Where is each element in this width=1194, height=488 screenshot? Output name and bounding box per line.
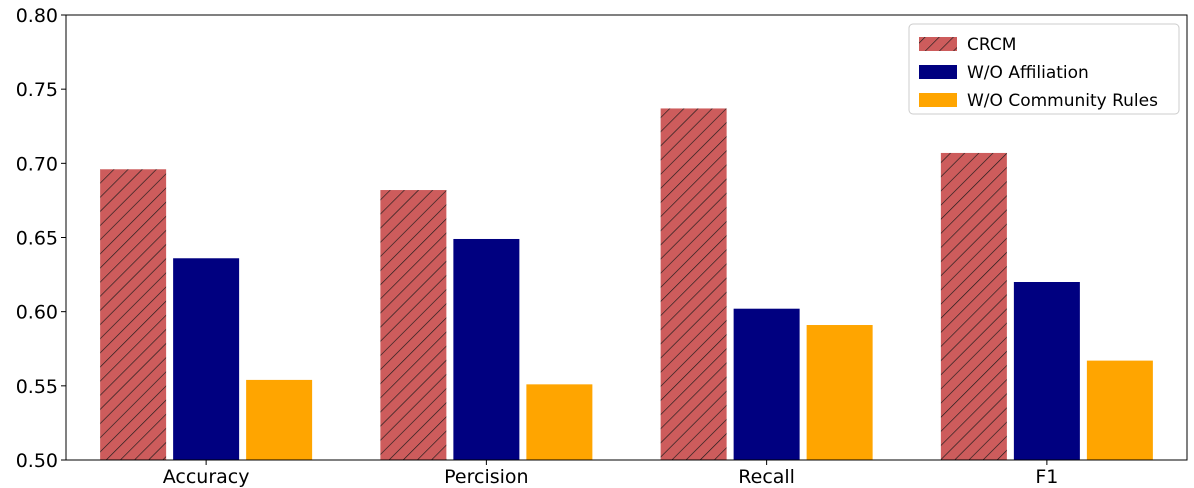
- x-tick-label: Accuracy: [163, 466, 250, 488]
- bar-w-o-affiliation-recall: [733, 308, 800, 460]
- bar-w-o-community-rules-accuracy: [246, 379, 313, 460]
- x-tick-label: Recall: [738, 466, 795, 488]
- legend-swatch: [919, 65, 957, 79]
- x-tick-label: F1: [1035, 466, 1058, 488]
- y-tick-label: 0.55: [16, 376, 58, 398]
- y-tick-label: 0.75: [16, 79, 58, 101]
- bar-crcm-f1: [940, 152, 1007, 460]
- legend-label: CRCM: [967, 35, 1016, 55]
- legend: CRCM W/O Affiliation W/O Community Rules: [908, 23, 1180, 115]
- bar-w-o-affiliation-percision: [453, 238, 520, 460]
- bar-w-o-community-rules-f1: [1086, 360, 1153, 460]
- legend-box: [908, 23, 1180, 115]
- y-tick-label: 0.80: [16, 5, 58, 27]
- y-tick-label: 0.60: [16, 302, 58, 324]
- legend-label: W/O Affiliation: [967, 63, 1089, 83]
- bar-crcm-accuracy: [100, 169, 167, 460]
- bar-w-o-affiliation-accuracy: [173, 258, 240, 460]
- axes-group: Accuracy Percision Recall F1 0.50 0.55 0.60 0.6…: [16, 5, 1188, 488]
- bar-crcm-percision: [380, 190, 447, 461]
- bar-w-o-community-rules-percision: [526, 384, 593, 460]
- bar-crcm-recall: [660, 108, 727, 460]
- y-tick-label: 0.65: [16, 228, 58, 250]
- legend-swatch: [919, 93, 957, 107]
- x-tick-label: Percision: [444, 466, 528, 488]
- legend-label: W/O Community Rules: [967, 91, 1158, 111]
- bars-group: [100, 108, 1153, 461]
- bar-w-o-community-rules-recall: [806, 325, 873, 460]
- y-tick-label: 0.50: [16, 450, 58, 472]
- bar-w-o-affiliation-f1: [1013, 282, 1080, 460]
- legend-swatch: [919, 37, 957, 51]
- y-tick-label: 0.70: [16, 153, 58, 175]
